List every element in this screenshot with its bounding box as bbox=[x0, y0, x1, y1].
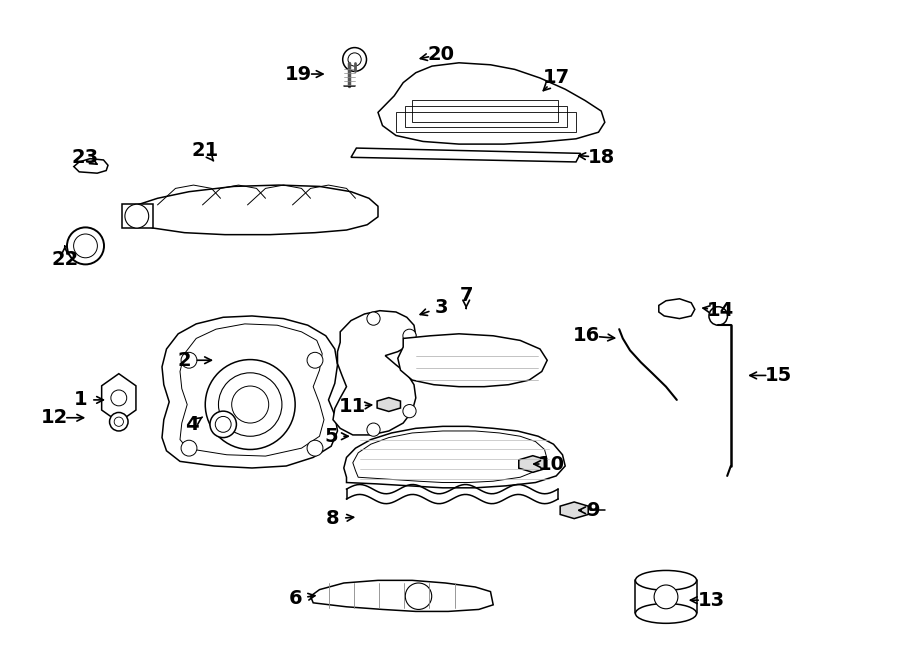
Circle shape bbox=[348, 53, 361, 66]
Polygon shape bbox=[122, 204, 153, 228]
Text: 23: 23 bbox=[72, 148, 99, 167]
Text: 14: 14 bbox=[706, 301, 733, 320]
Text: 20: 20 bbox=[428, 45, 454, 63]
Text: 21: 21 bbox=[192, 141, 219, 160]
Polygon shape bbox=[102, 373, 136, 422]
Circle shape bbox=[403, 405, 416, 418]
Text: 1: 1 bbox=[74, 391, 88, 409]
Polygon shape bbox=[518, 455, 547, 473]
Circle shape bbox=[125, 204, 148, 228]
Text: 4: 4 bbox=[184, 415, 199, 434]
Circle shape bbox=[709, 307, 727, 325]
Circle shape bbox=[405, 583, 432, 609]
Circle shape bbox=[111, 390, 127, 406]
Text: 5: 5 bbox=[324, 427, 338, 446]
Text: 13: 13 bbox=[698, 591, 724, 609]
Circle shape bbox=[343, 48, 366, 71]
Polygon shape bbox=[378, 63, 605, 144]
Polygon shape bbox=[162, 316, 338, 468]
Ellipse shape bbox=[635, 570, 697, 590]
Circle shape bbox=[367, 312, 380, 325]
Text: 12: 12 bbox=[40, 408, 68, 427]
Circle shape bbox=[110, 412, 128, 431]
Circle shape bbox=[654, 585, 678, 609]
Circle shape bbox=[74, 234, 97, 258]
Circle shape bbox=[205, 360, 295, 449]
Circle shape bbox=[219, 373, 282, 436]
Text: 3: 3 bbox=[434, 298, 448, 317]
Text: 9: 9 bbox=[587, 501, 601, 520]
Polygon shape bbox=[344, 426, 565, 488]
Text: 11: 11 bbox=[339, 397, 366, 416]
Polygon shape bbox=[310, 580, 493, 611]
Polygon shape bbox=[659, 299, 695, 319]
Text: 22: 22 bbox=[51, 250, 78, 268]
Polygon shape bbox=[74, 159, 108, 173]
Text: 16: 16 bbox=[573, 327, 600, 345]
Circle shape bbox=[114, 417, 123, 426]
Circle shape bbox=[231, 386, 269, 423]
Text: 15: 15 bbox=[765, 366, 792, 385]
Circle shape bbox=[307, 352, 323, 368]
Ellipse shape bbox=[635, 603, 697, 623]
Polygon shape bbox=[133, 185, 378, 235]
Polygon shape bbox=[398, 334, 547, 387]
Circle shape bbox=[181, 352, 197, 368]
Text: 8: 8 bbox=[326, 510, 340, 528]
Text: 7: 7 bbox=[459, 286, 473, 305]
Circle shape bbox=[403, 329, 416, 342]
Polygon shape bbox=[377, 397, 400, 411]
Circle shape bbox=[307, 440, 323, 456]
Circle shape bbox=[67, 227, 104, 264]
Text: 2: 2 bbox=[177, 351, 192, 369]
Polygon shape bbox=[351, 148, 580, 162]
Text: 6: 6 bbox=[288, 590, 302, 608]
Circle shape bbox=[181, 440, 197, 456]
Polygon shape bbox=[560, 502, 589, 519]
Text: 10: 10 bbox=[538, 455, 565, 473]
Circle shape bbox=[210, 411, 237, 438]
Text: 17: 17 bbox=[543, 69, 570, 87]
Text: 19: 19 bbox=[285, 65, 312, 83]
Circle shape bbox=[367, 423, 380, 436]
Text: 18: 18 bbox=[588, 148, 615, 167]
Polygon shape bbox=[333, 311, 416, 435]
Circle shape bbox=[215, 416, 231, 432]
